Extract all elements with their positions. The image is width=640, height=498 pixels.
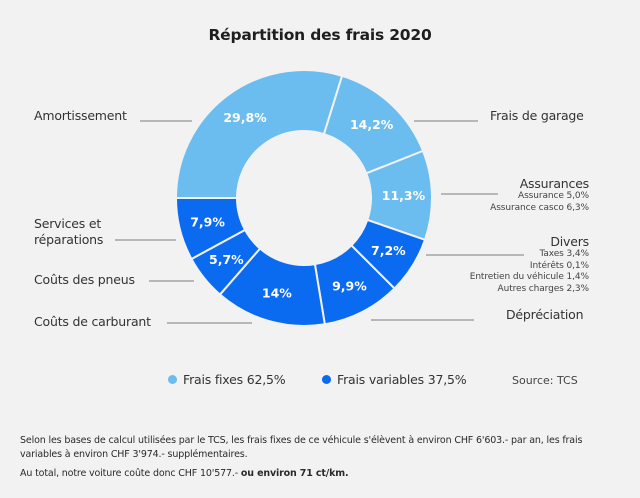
legend-label-variable: Frais variables 37,5%	[337, 372, 467, 387]
legend-item-fixed: Frais fixes 62,5%	[168, 372, 286, 387]
label-assurances-title: Assurances	[519, 176, 589, 191]
label-services-line1: Services et	[34, 216, 102, 231]
slice-value-label: 11,3%	[382, 188, 426, 203]
donut-hole	[238, 132, 370, 264]
label-divers-detail-2: Intérêts 0,1%	[529, 260, 589, 271]
label-services-line2: réparations	[34, 232, 104, 247]
slice-value-label: 7,9%	[190, 214, 225, 229]
label-pneus: Coûts des pneus	[34, 272, 135, 287]
label-assurances-detail-1: Assurance 5,0%	[518, 191, 589, 201]
source-note: Source: TCS	[512, 374, 578, 387]
legend-dot-variable-icon	[322, 375, 331, 384]
label-divers-detail-4: Autres charges 2,3%	[497, 283, 590, 294]
legend-dot-fixed-icon	[168, 375, 177, 384]
legend-item-variable: Frais variables 37,5%	[322, 372, 467, 387]
label-divers-detail-3: Entretien du véhicule 1,4%	[469, 272, 589, 282]
label-carburant: Coûts de carburant	[34, 314, 151, 329]
donut-slice-amortissement	[174, 69, 344, 199]
label-assurances: Assurances Assurance 5,0% Assurance casc…	[490, 176, 589, 214]
chart-title: Répartition des frais 2020	[208, 26, 432, 44]
legend-label-fixed: Frais fixes 62,5%	[183, 372, 286, 387]
label-services-reparations: Services et réparations	[34, 216, 103, 248]
slice-value-label: 5,7%	[209, 252, 244, 267]
label-divers: Divers Taxes 3,4% Intérêts 0,1% Entretie…	[470, 234, 589, 295]
slice-value-label: 14%	[262, 286, 292, 301]
label-divers-detail-1: Taxes 3,4%	[539, 249, 589, 259]
slice-value-label: 29,8%	[223, 110, 267, 125]
label-divers-title: Divers	[550, 234, 589, 249]
label-assurances-detail-2: Assurance casco 6,3%	[490, 202, 589, 213]
slice-value-label: 14,2%	[350, 117, 394, 132]
footer-total-text: Au total, notre voiture coûte donc CHF 1…	[20, 468, 241, 479]
label-garage: Frais de garage	[490, 108, 584, 123]
footer-total-per-km: ou environ 71 ct/km.	[240, 468, 349, 479]
slice-value-label: 7,2%	[371, 243, 406, 258]
footer-paragraph-1: Selon les bases de calcul utilisées par …	[20, 435, 583, 460]
footer-paragraph-2: Au total, notre voiture coûte donc CHF 1…	[20, 467, 620, 481]
label-depreciation: Dépréciation	[506, 307, 584, 322]
label-amortissement: Amortissement	[34, 108, 127, 123]
slice-value-label: 9,9%	[332, 279, 367, 294]
